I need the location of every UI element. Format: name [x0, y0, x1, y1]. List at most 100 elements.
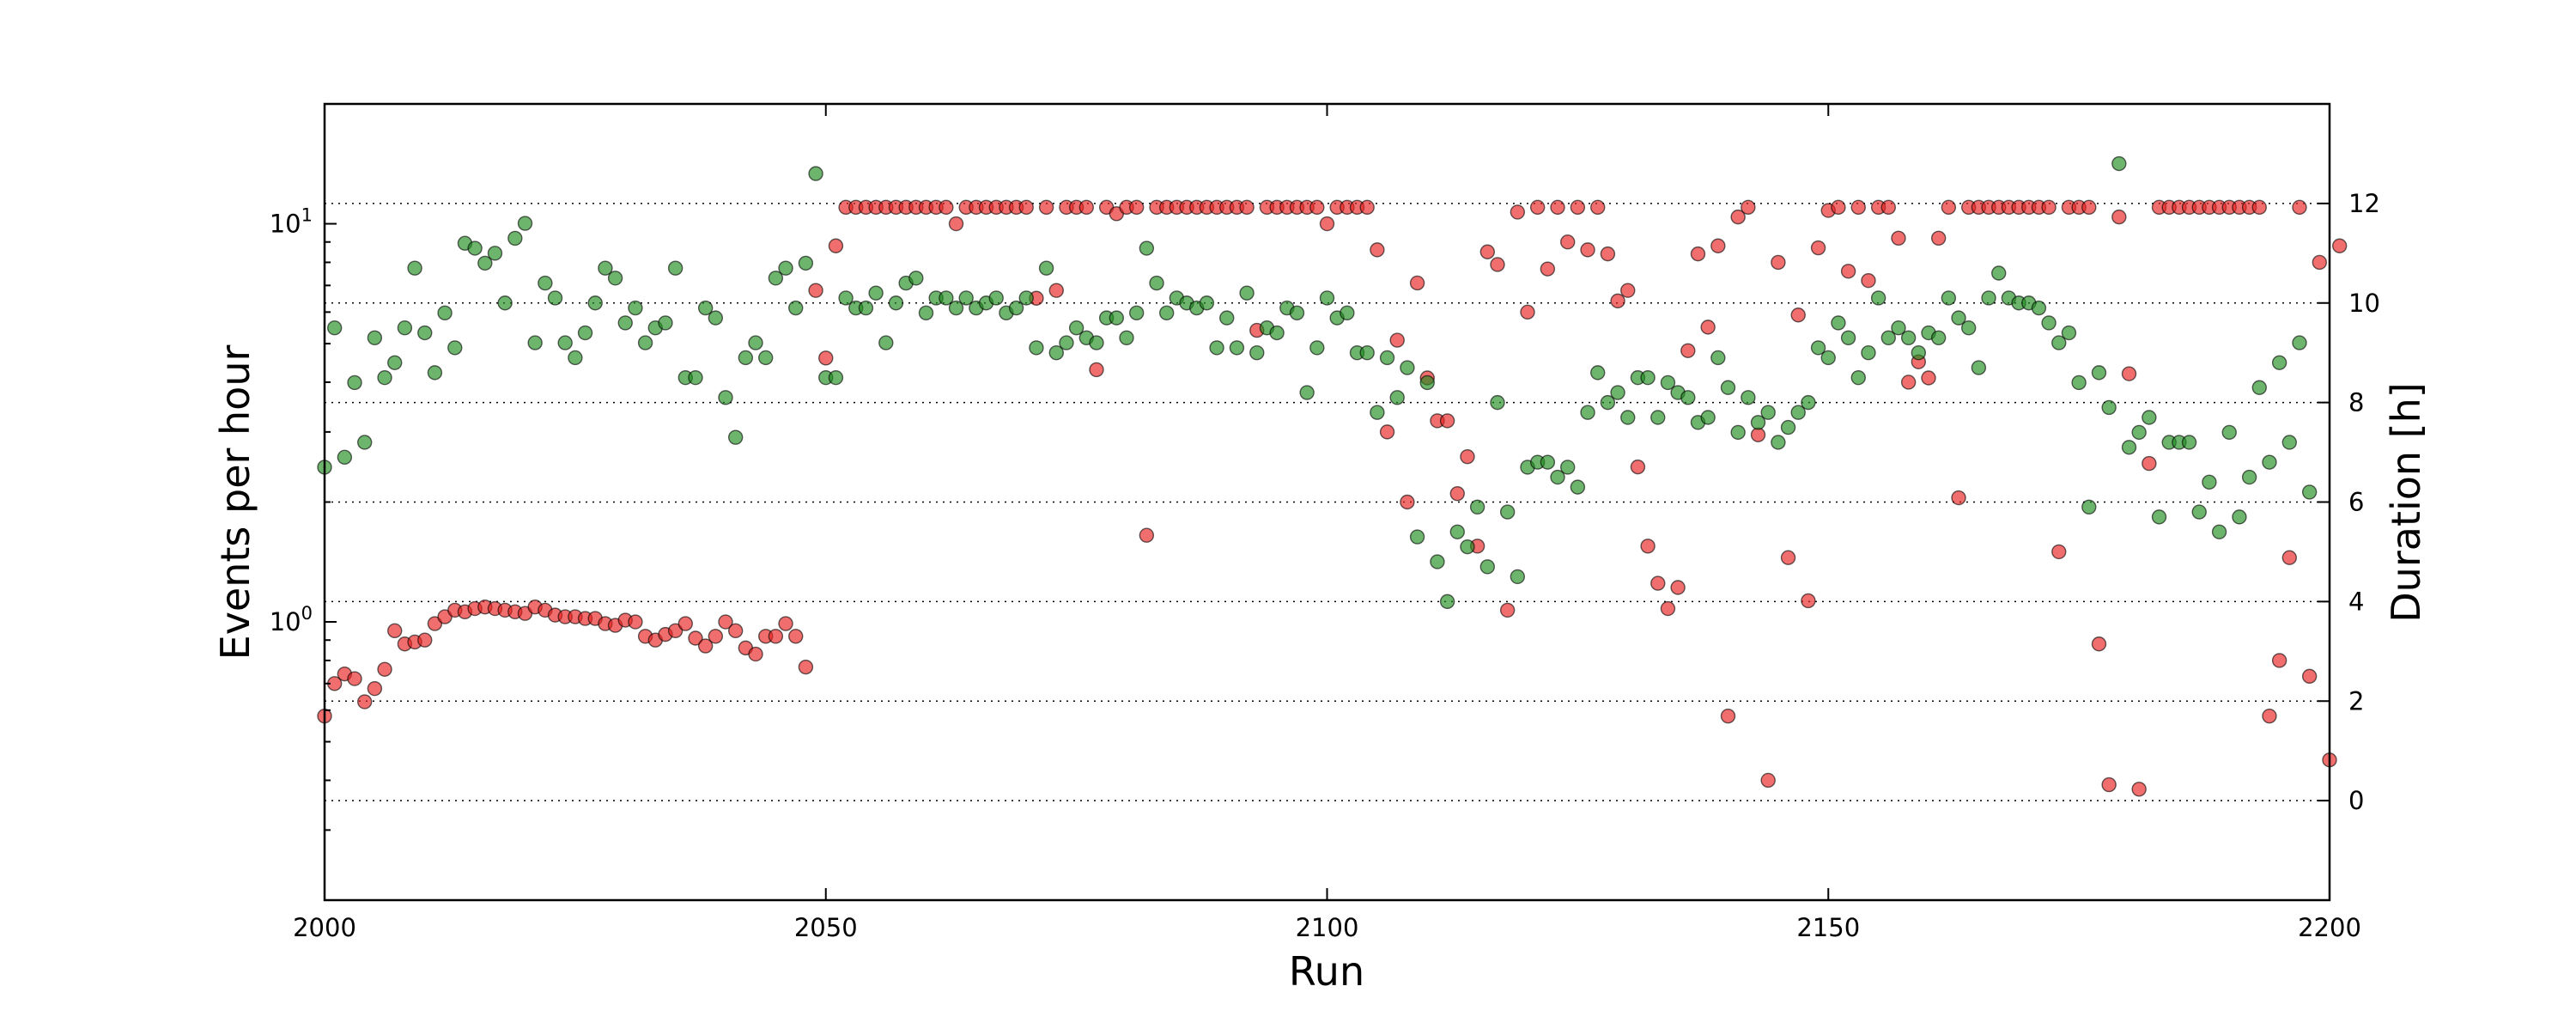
data-point-series-1 — [1941, 199, 1957, 216]
data-point-series-2 — [718, 390, 733, 405]
data-point-series-2 — [1981, 290, 1996, 306]
data-point-series-2 — [1771, 435, 1786, 450]
data-point-series-1 — [718, 614, 733, 630]
data-points — [317, 155, 2348, 797]
x-tick-label: 2000 — [293, 913, 356, 942]
data-point-series-1 — [1720, 708, 1736, 724]
data-point-series-1 — [1831, 199, 1846, 216]
data-point-series-2 — [2262, 454, 2277, 470]
data-point-series-2 — [1850, 369, 1866, 386]
data-point-series-1 — [1650, 575, 1666, 591]
left-y-axis-label: Events per hour — [212, 345, 258, 661]
data-point-series-2 — [1419, 374, 1435, 391]
data-point-series-2 — [2131, 424, 2147, 441]
data-point-series-2 — [1960, 320, 1977, 336]
data-point-series-1 — [1810, 240, 1826, 256]
data-point-series-1 — [727, 623, 744, 639]
data-point-series-2 — [2211, 524, 2227, 539]
data-point-series-1 — [697, 638, 714, 654]
data-point-series-2 — [538, 275, 553, 291]
x-tick-label: 2150 — [1796, 913, 1860, 942]
data-point-series-2 — [1600, 394, 1616, 411]
data-point-series-1 — [688, 630, 703, 646]
data-point-series-1 — [1690, 246, 1706, 262]
data-point-series-2 — [407, 260, 422, 276]
data-point-series-2 — [2041, 315, 2057, 331]
data-point-series-2 — [437, 305, 453, 321]
data-point-series-1 — [667, 623, 683, 639]
data-point-series-2 — [1319, 290, 1335, 306]
data-point-series-2 — [727, 429, 744, 445]
data-point-series-2 — [1891, 320, 1906, 336]
data-point-series-1 — [1861, 272, 1876, 289]
data-point-series-2 — [1359, 344, 1375, 361]
data-point-series-2 — [1089, 335, 1104, 350]
data-point-series-2 — [1119, 330, 1134, 346]
data-point-series-1 — [1590, 199, 1606, 216]
data-point-series-2 — [1299, 385, 1315, 400]
data-point-series-2 — [1059, 335, 1074, 350]
data-point-series-2 — [1269, 325, 1285, 341]
data-point-series-2 — [507, 230, 523, 247]
data-point-series-2 — [1309, 340, 1325, 356]
data-point-series-2 — [2071, 374, 2087, 391]
right-y-tick-label: 10 — [2348, 289, 2380, 318]
data-point-series-1 — [1048, 283, 1064, 298]
data-point-series-1 — [1490, 257, 1505, 272]
data-point-series-1 — [1620, 283, 1636, 298]
data-point-series-1 — [357, 694, 373, 709]
data-point-series-2 — [397, 320, 413, 336]
data-point-series-2 — [2081, 499, 2097, 514]
data-point-series-2 — [918, 305, 934, 321]
data-point-series-2 — [1289, 305, 1305, 321]
data-point-series-1 — [798, 659, 814, 675]
data-point-series-1 — [2041, 199, 2057, 216]
data-point-series-2 — [1720, 380, 1736, 395]
data-point-series-1 — [1370, 242, 1385, 258]
data-point-series-2 — [2091, 365, 2107, 381]
data-point-series-2 — [637, 335, 653, 350]
data-point-series-2 — [1239, 285, 1255, 301]
data-point-series-2 — [1750, 415, 1766, 430]
data-point-series-1 — [2091, 636, 2107, 652]
data-point-series-2 — [617, 315, 633, 331]
data-point-series-1 — [1038, 199, 1054, 216]
data-point-series-2 — [788, 300, 804, 316]
data-point-series-1 — [1449, 485, 1465, 502]
data-point-series-2 — [708, 310, 724, 326]
data-point-series-2 — [1831, 315, 1846, 331]
data-point-series-2 — [598, 260, 613, 276]
data-point-series-2 — [1048, 344, 1064, 361]
data-point-series-1 — [2312, 254, 2328, 271]
data-point-series-1 — [1409, 275, 1425, 291]
data-point-series-2 — [1780, 419, 1796, 435]
data-point-series-1 — [1730, 209, 1746, 225]
data-point-series-1 — [708, 629, 724, 644]
data-point-series-1 — [1520, 304, 1535, 320]
data-point-series-1 — [939, 199, 954, 216]
data-point-series-1 — [1930, 230, 1947, 247]
data-point-series-2 — [1469, 499, 1485, 514]
data-point-series-1 — [748, 646, 763, 662]
right-y-tick-label: 6 — [2348, 488, 2364, 517]
data-point-series-2 — [1229, 340, 1245, 356]
data-point-series-2 — [948, 300, 964, 316]
x-tick-label: 2050 — [794, 913, 858, 942]
data-point-series-2 — [858, 300, 874, 316]
data-point-series-2 — [2101, 399, 2117, 416]
data-point-series-2 — [697, 300, 714, 316]
data-point-series-1 — [677, 616, 693, 631]
data-point-series-2 — [1029, 340, 1044, 356]
data-point-series-2 — [427, 365, 443, 381]
data-point-series-2 — [1580, 405, 1595, 420]
data-point-series-1 — [417, 632, 433, 648]
data-point-series-1 — [2111, 209, 2127, 225]
data-point-series-1 — [1640, 539, 1656, 554]
right-y-tick-label: 0 — [2348, 786, 2364, 815]
data-point-series-2 — [1700, 410, 1716, 425]
right-y-tick-label: 12 — [2348, 189, 2380, 218]
data-point-series-2 — [377, 369, 392, 386]
data-point-series-2 — [1209, 340, 1224, 356]
data-point-series-2 — [417, 325, 433, 341]
data-point-series-2 — [838, 290, 854, 306]
